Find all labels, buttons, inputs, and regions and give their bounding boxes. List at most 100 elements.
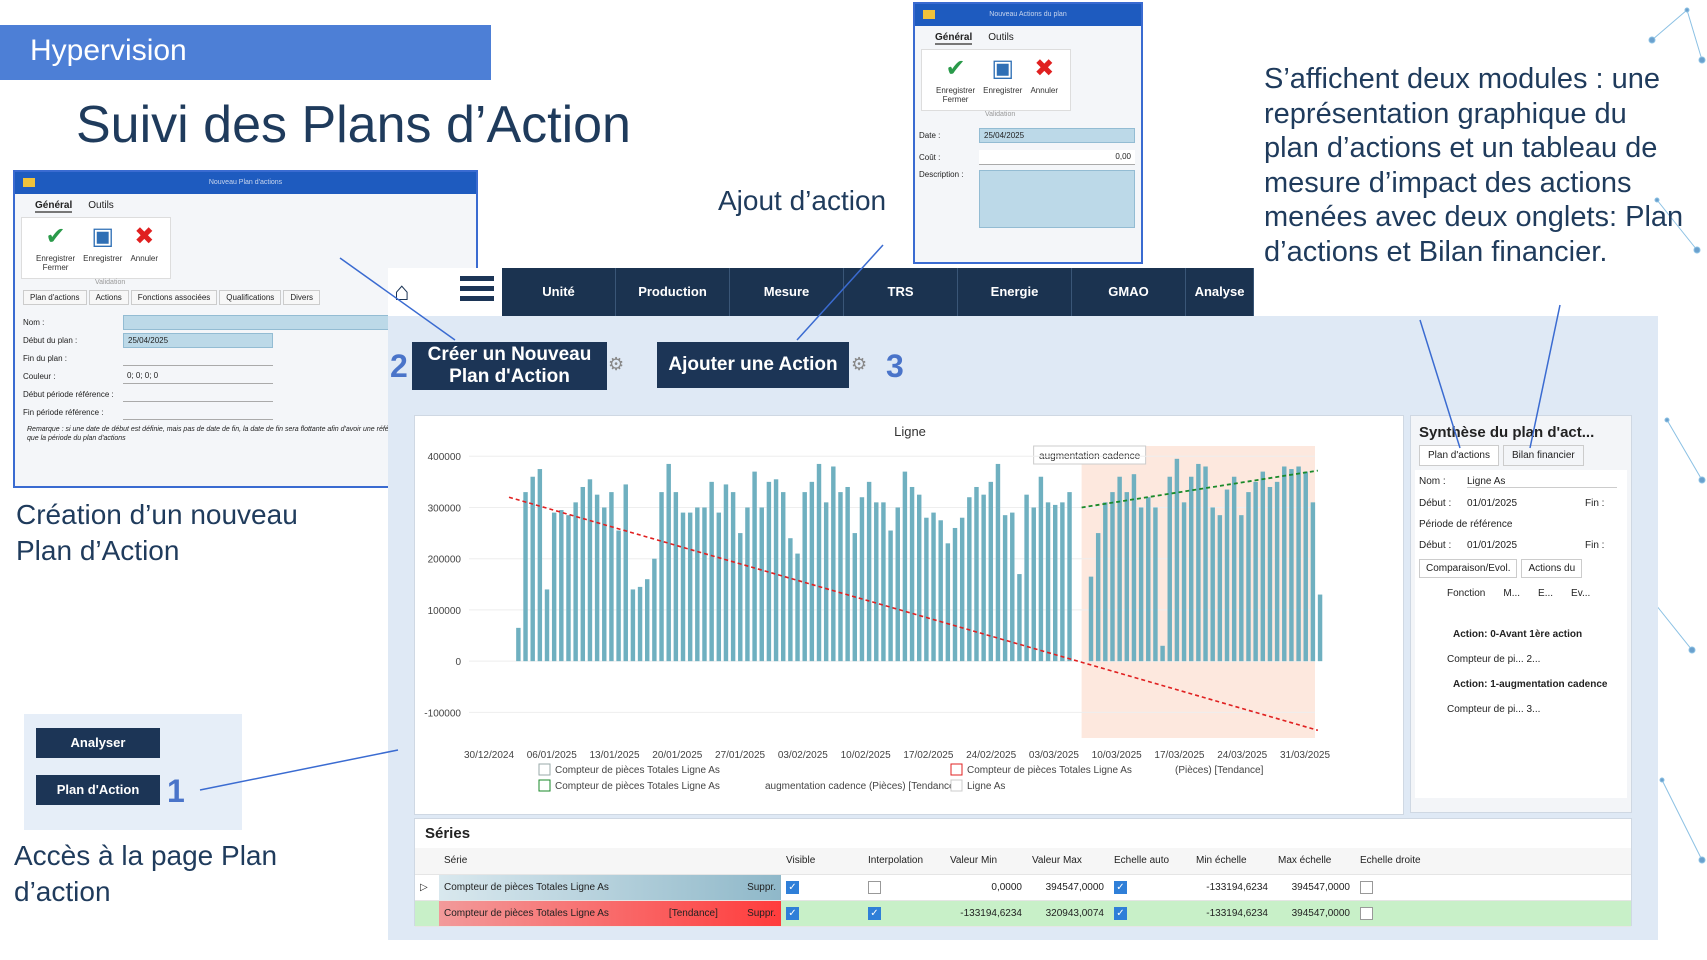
bar — [687, 512, 693, 662]
nav-trs[interactable]: TRS — [844, 268, 958, 316]
add-action-button[interactable]: Ajouter une Action — [657, 342, 849, 388]
subtab-qualifications[interactable]: Qualifications — [219, 290, 282, 305]
plan-action-button[interactable]: Plan d'Action — [36, 775, 160, 805]
bar — [537, 469, 543, 662]
subtab-divers[interactable]: Divers — [283, 290, 320, 305]
bar — [623, 484, 628, 662]
tab-plan-actions[interactable]: Plan d'actions — [1419, 445, 1499, 466]
series-table: Série Visible Interpolation Valeur Min V… — [415, 848, 1631, 927]
x-tick-label: 30/12/2024 — [464, 750, 514, 761]
debut-ref-input[interactable] — [123, 387, 273, 402]
bar — [802, 492, 807, 662]
bar — [1224, 489, 1230, 662]
bar — [1024, 494, 1029, 662]
interpolation-checkbox[interactable] — [868, 880, 881, 894]
debut-input[interactable]: 25/04/2025 — [123, 332, 273, 348]
create-plan-button[interactable]: Créer un Nouveau Plan d'Action — [412, 342, 607, 390]
nav-mesure[interactable]: Mesure — [730, 268, 844, 316]
tab-general[interactable]: Général — [35, 200, 73, 213]
bar — [995, 463, 1001, 662]
series-row[interactable]: Compteur de pièces Totales Ligne As [Tend… — [415, 900, 1631, 927]
action-group-1[interactable]: Action: 1-augmentation cadence — [1453, 679, 1608, 690]
tab-general[interactable]: Général — [935, 32, 973, 45]
echelle-auto-checkbox[interactable]: ✓ — [1114, 880, 1127, 894]
legend-entry: Compteur de pièces Totales Ligne As — [555, 781, 720, 792]
y-tick-label: 400000 — [428, 452, 462, 463]
bar — [659, 492, 664, 662]
subtab-fonctions[interactable]: Fonctions associées — [130, 290, 218, 305]
tab-outils[interactable]: Outils — [988, 32, 1014, 43]
x-tick-label: 17/03/2025 — [1154, 750, 1204, 761]
y-tick-label: 300000 — [428, 503, 462, 514]
nom-value[interactable]: Ligne As — [1467, 476, 1617, 488]
bar — [530, 476, 535, 662]
bar — [1174, 458, 1180, 662]
menu-icon[interactable] — [460, 276, 494, 301]
save-close-button[interactable]: ✔ Enregistrer Fermer — [936, 55, 976, 105]
new-plan-dialog: Nouveau Plan d'actions Général Outils ✔ E… — [13, 170, 478, 488]
legend-entry: Compteur de pièces Totales Ligne As — [555, 765, 720, 776]
y-tick-label: 0 — [455, 657, 461, 668]
marker-2: 2 — [390, 348, 408, 384]
bar — [1124, 492, 1130, 662]
bar — [716, 512, 722, 662]
y-tick-label: 200000 — [428, 555, 462, 566]
subtab-comparaison[interactable]: Comparaison/Evol. — [1419, 559, 1518, 578]
subtab-actions[interactable]: Actions du — [1521, 559, 1583, 578]
bar — [1031, 507, 1036, 662]
analyser-button[interactable]: Analyser — [36, 728, 160, 758]
bar — [1067, 492, 1072, 662]
echelle-auto-checkbox[interactable]: ✓ — [1114, 906, 1127, 920]
description-input[interactable] — [979, 170, 1135, 228]
home-icon[interactable]: ⌂ — [394, 276, 410, 306]
tab-outils[interactable]: Outils — [88, 200, 114, 211]
date-input[interactable]: 25/04/2025 — [979, 127, 1135, 143]
fin-ref-input[interactable] — [123, 405, 273, 420]
cancel-button[interactable]: ✖ Annuler — [1030, 55, 1059, 96]
hypervision-banner: Hypervision — [0, 25, 491, 80]
chart-title: Ligne — [894, 424, 926, 439]
chart-panel: Ligne augmentation cadence 400000 300000 200… — [414, 415, 1404, 815]
subtab-actions[interactable]: Actions — [88, 290, 129, 305]
visible-checkbox[interactable]: ✓ — [786, 880, 799, 894]
bar — [781, 492, 786, 662]
synthese-title: Synthèse du plan d'act... — [1419, 424, 1595, 441]
nav-analyse[interactable]: Analyse — [1186, 268, 1254, 316]
group-label: Validation — [95, 279, 126, 286]
nav-gmao[interactable]: GMAO — [1072, 268, 1186, 316]
echelle-droite-checkbox[interactable] — [1360, 880, 1373, 894]
nav-unite[interactable]: Unité — [502, 268, 616, 316]
bar — [637, 586, 643, 662]
save-close-button[interactable]: ✔ Enregistrer Fermer — [36, 223, 76, 273]
marker-1: 1 — [167, 773, 185, 809]
subtab-plan[interactable]: Plan d'actions — [23, 290, 87, 305]
bar — [1017, 574, 1022, 662]
bar — [866, 481, 872, 662]
tab-bilan-financier[interactable]: Bilan financier — [1502, 445, 1584, 466]
bar — [952, 527, 958, 662]
cout-input[interactable]: 0,00 — [979, 149, 1135, 165]
gear-icon: ⚙ — [608, 354, 625, 374]
debut-value[interactable]: 01/01/2025 — [1467, 498, 1518, 509]
interpolation-checkbox[interactable]: ✓ — [868, 906, 881, 920]
bar — [895, 507, 900, 662]
bar — [723, 484, 729, 662]
nav-production[interactable]: Production — [616, 268, 730, 316]
debut2-value[interactable]: 01/01/2025 — [1467, 540, 1518, 551]
x-tick-label: 24/03/2025 — [1217, 750, 1267, 761]
folder-icon — [23, 178, 35, 187]
cancel-button[interactable]: ✖ Annuler — [130, 223, 159, 264]
dialog-title-bar: Nouveau Plan d'actions — [15, 172, 476, 194]
x-tick-label: 20/01/2025 — [652, 750, 702, 761]
nav-energie[interactable]: Energie — [958, 268, 1072, 316]
save-button[interactable]: ▣ Enregistrer — [83, 223, 123, 264]
visible-checkbox[interactable]: ✓ — [786, 906, 799, 920]
fin-input[interactable] — [123, 351, 273, 366]
action-group-0[interactable]: Action: 0-Avant 1ère action — [1453, 629, 1583, 640]
couleur-input[interactable]: 0; 0; 0; 0 — [123, 369, 273, 384]
bar — [559, 510, 564, 662]
save-button[interactable]: ▣ Enregistrer — [983, 55, 1023, 96]
series-row[interactable]: ▷ Compteur de pièces Totales Ligne As Sup… — [415, 874, 1631, 901]
x-tick-label: 03/02/2025 — [778, 750, 828, 761]
echelle-droite-checkbox[interactable] — [1360, 906, 1373, 920]
